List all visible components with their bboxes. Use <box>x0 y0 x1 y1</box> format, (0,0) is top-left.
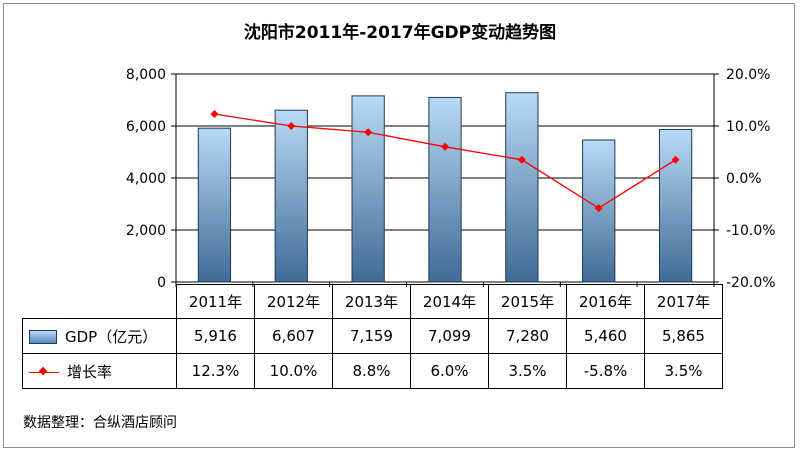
right-axis-tick-label: 10.0% <box>726 119 770 135</box>
legend-gdp-label: GDP（亿元） <box>65 327 158 346</box>
right-axis-tick-label: 0.0% <box>726 171 762 187</box>
category-label: 2015年 <box>488 284 567 319</box>
gdp-value: 5,460 <box>566 318 645 354</box>
category-label: 2016年 <box>566 284 645 319</box>
category-label: 2011年 <box>176 284 255 319</box>
growth-value: 6.0% <box>410 353 489 389</box>
gdp-value: 5,865 <box>644 318 723 354</box>
gdp-bar <box>658 129 693 283</box>
category-label: 2017年 <box>644 284 723 319</box>
gdp-value: 5,916 <box>176 318 255 354</box>
left-axis-tick-label: 6,000 <box>126 119 166 135</box>
gdp-bar <box>274 109 308 283</box>
bar-series <box>197 92 693 283</box>
growth-point <box>441 142 449 151</box>
legend-growth-label: 增长率 <box>67 362 113 381</box>
gdp-value: 6,607 <box>254 318 333 354</box>
left-axis-tick-label: 4,000 <box>126 171 166 187</box>
gdp-value: 7,099 <box>410 318 489 354</box>
gdp-bar <box>197 127 232 283</box>
category-row: 2011年 2012年 2013年 2014年 2015年 2016年 2017… <box>22 284 723 319</box>
gdp-legend-swatch <box>29 330 57 344</box>
gdp-bar <box>505 92 539 283</box>
legend-gdp: GDP（亿元） <box>22 318 177 354</box>
growth-row: 增长率 12.3% 10.0% 8.8% 6.0% 3.5% -5.8% 3.5… <box>22 353 723 389</box>
gdp-value: 7,159 <box>332 318 411 354</box>
growth-point <box>517 155 526 164</box>
legend-growth: 增长率 <box>22 353 177 389</box>
growth-point <box>671 155 680 164</box>
right-axis-tick-label: -10.0% <box>726 223 776 239</box>
growth-point <box>287 122 296 130</box>
growth-value: 12.3% <box>176 353 255 389</box>
data-table: 2011年 2012年 2013年 2014年 2015年 2016年 2017… <box>22 284 723 389</box>
growth-legend-marker <box>29 366 59 378</box>
axes: 0 2,000 4,000 6,000 8,000 -20.0% -10.0% 0.0% 10.… <box>126 67 776 291</box>
growth-line-series <box>210 110 680 213</box>
category-label: 2014年 <box>410 284 489 319</box>
gdp-row: GDP（亿元） 5,916 6,607 7,159 7,099 7,280 5,… <box>22 318 723 354</box>
right-axis-tick-label: -20.0% <box>726 275 776 291</box>
left-axis-tick-label: 0 <box>157 275 166 291</box>
category-label: 2013年 <box>332 284 411 319</box>
growth-value: 3.5% <box>488 353 567 389</box>
growth-value: -5.8% <box>566 353 645 389</box>
growth-point <box>594 204 603 213</box>
gdp-bar <box>428 96 462 283</box>
gdp-value: 7,280 <box>488 318 567 354</box>
growth-value: 8.8% <box>332 353 411 389</box>
chart-title: 沈阳市2011年-2017年GDP变动趋势图 <box>244 22 556 43</box>
right-axis-tick-label: 20.0% <box>726 67 770 83</box>
gdp-bar <box>582 139 616 283</box>
left-axis-tick-label: 2,000 <box>126 223 166 239</box>
corner-cell <box>22 284 177 319</box>
growth-point <box>364 128 373 137</box>
growth-value: 3.5% <box>644 353 723 389</box>
growth-value: 10.0% <box>254 353 333 389</box>
gdp-bar <box>351 95 385 283</box>
source-note: 数据整理：合纵酒店顾问 <box>23 415 177 431</box>
category-label: 2012年 <box>254 284 333 319</box>
left-axis-tick-label: 8,000 <box>126 67 166 83</box>
growth-point <box>210 110 219 119</box>
